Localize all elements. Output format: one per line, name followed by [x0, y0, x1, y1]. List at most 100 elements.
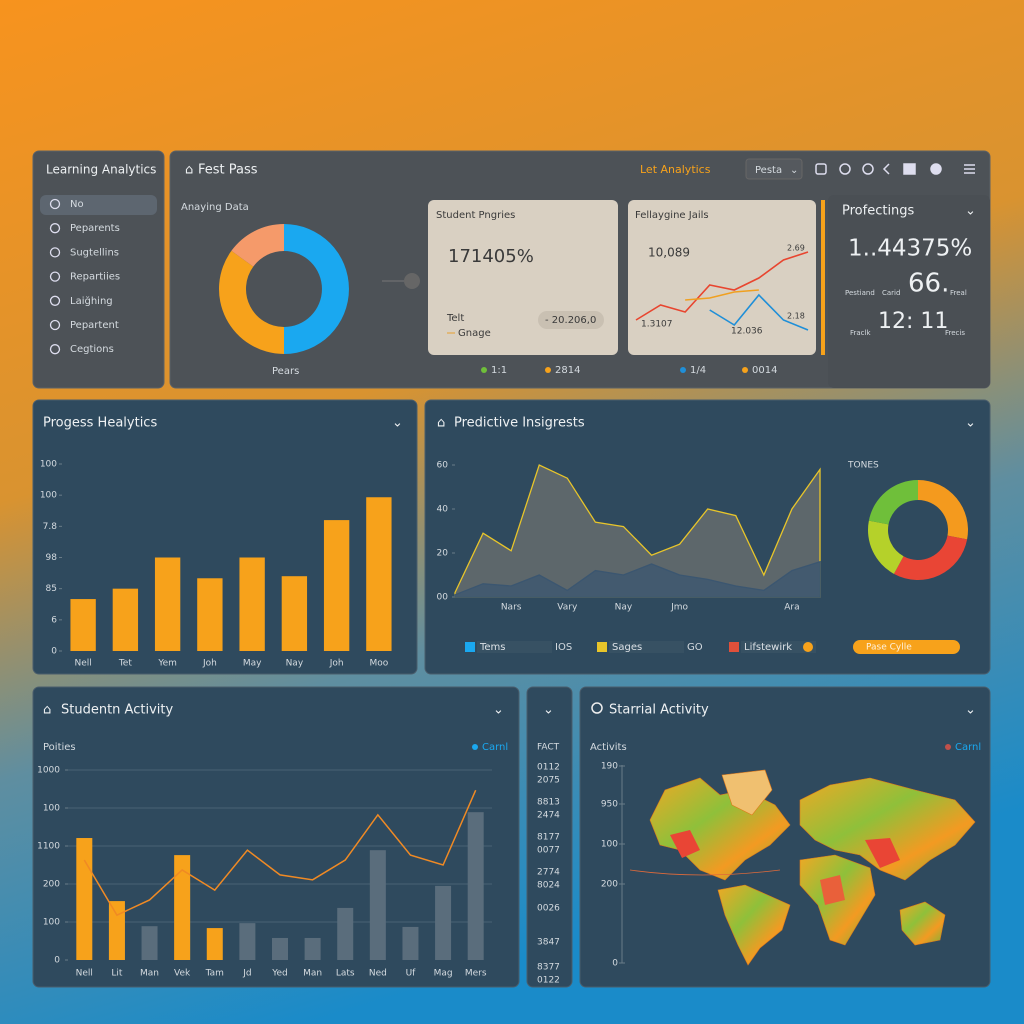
bar: [141, 926, 158, 960]
button-text[interactable]: Pase Cylle: [866, 643, 912, 653]
legend-bar: [477, 641, 552, 653]
header-link[interactable]: Let Analytics: [640, 163, 711, 176]
nav-item[interactable]: Pepartent: [70, 320, 119, 331]
legend-swatch: [597, 642, 607, 652]
x-tick-label: Man: [140, 969, 159, 979]
x-tick-label: Mers: [465, 969, 487, 979]
legend-dot: [545, 367, 551, 373]
chevron[interactable]: ⌄: [392, 416, 403, 431]
fact: 2075: [537, 776, 560, 786]
connector-knob: [404, 273, 420, 289]
continent: [799, 777, 976, 881]
y-tick-label: 100: [43, 804, 60, 814]
axis-label: 200: [601, 880, 618, 890]
legend-dot: [680, 367, 686, 373]
legend-dot: [803, 642, 813, 652]
forecast-value: 1..44375%: [848, 236, 972, 262]
icon[interactable]: [882, 163, 890, 175]
nav-item[interactable]: No: [70, 199, 84, 210]
card-value: 171405%: [448, 246, 534, 267]
search-icon[interactable]: [591, 702, 603, 714]
icon[interactable]: [839, 163, 851, 175]
legend-swatch: [729, 642, 739, 652]
bar: [70, 599, 96, 651]
panel-title: Progess Healytics: [43, 416, 157, 431]
icon[interactable]: [964, 164, 975, 174]
chevron[interactable]: ⌄: [965, 416, 976, 431]
x-tick-label: Nell: [74, 659, 91, 669]
forecast-label: Fraclk: [850, 329, 871, 337]
legend-dot: [742, 367, 748, 373]
sidebar-active[interactable]: [40, 195, 157, 215]
select-text[interactable]: Pesta: [755, 165, 782, 176]
forecast-value: 12: 11: [878, 309, 948, 334]
x-tick-label: Jmo: [670, 603, 688, 613]
y-tick-label: 40: [437, 505, 449, 515]
nav-item[interactable]: Peparents: [70, 223, 120, 234]
legend-text: Carnl: [955, 742, 981, 753]
select[interactable]: [745, 158, 803, 180]
legend-value: IOS: [555, 642, 572, 653]
chevron[interactable]: ⌄: [543, 703, 554, 718]
x-tick-label: Yed: [271, 969, 288, 979]
x-tick-label: Tet: [118, 659, 133, 669]
chevron[interactable]: ⌄: [965, 204, 976, 219]
card-title: Fellaygine Jails: [635, 210, 709, 221]
nav-icon: [49, 295, 61, 306]
nav-item[interactable]: Repartiies: [70, 272, 120, 283]
y-tick-label: 7.8: [43, 522, 58, 532]
fact: 0077: [537, 846, 560, 856]
y-tick-label: 1000: [37, 766, 60, 776]
continent: [721, 769, 773, 816]
bar: [206, 928, 223, 960]
donut-label: TONES: [847, 461, 879, 471]
select-caret[interactable]: ⌄: [790, 165, 798, 176]
accent: [821, 200, 825, 355]
bar: [366, 497, 392, 651]
fact: 8813: [537, 798, 560, 808]
nav-item[interactable]: Laiğhing: [70, 295, 113, 307]
axis-label: 0: [612, 959, 618, 969]
bar: [108, 901, 125, 960]
icon[interactable]: [815, 163, 827, 175]
button[interactable]: [853, 640, 960, 654]
area: [454, 560, 821, 598]
card-label: 12.036: [731, 327, 763, 337]
bar: [76, 838, 93, 960]
icon[interactable]: [862, 163, 874, 175]
card-label: 2.18: [787, 312, 805, 321]
bar: [337, 907, 354, 960]
icon[interactable]: [930, 163, 942, 175]
card-pill-text: - 20.206,0: [545, 315, 596, 326]
legend-dot: [481, 367, 487, 373]
donut-slice: [868, 520, 904, 574]
line: [709, 293, 809, 331]
donut-slice: [284, 224, 349, 354]
bar: [154, 557, 181, 651]
card-label: 2.69: [787, 244, 805, 253]
overview-caption: Pears: [272, 366, 299, 377]
icon[interactable]: [903, 163, 916, 175]
flow-line: [629, 869, 781, 876]
legend-dot: [472, 744, 478, 750]
panel-icon: ⌂: [437, 416, 445, 431]
legend-value: GO: [687, 642, 703, 653]
y-tick-label: 100: [40, 460, 57, 470]
nav-item[interactable]: Sugtellins: [70, 247, 119, 258]
fact: 2474: [537, 811, 560, 821]
chevron[interactable]: ⌄: [493, 703, 504, 718]
trend-card: [628, 200, 816, 355]
x-tick-label: Lats: [336, 969, 355, 979]
nav-item[interactable]: Cegtions: [70, 344, 114, 355]
y-tick-label: 100: [43, 918, 60, 928]
y-tick-label: 60: [437, 461, 449, 471]
sidebar-title: Learning Analytics: [46, 163, 156, 177]
bar: [402, 926, 419, 960]
axis-label: 190: [601, 762, 618, 772]
progress-card: [428, 200, 618, 355]
chevron[interactable]: ⌄: [965, 703, 976, 718]
activity-label: Poities: [43, 742, 76, 753]
x-tick-label: Uf: [406, 969, 417, 979]
world-map: [649, 769, 976, 966]
